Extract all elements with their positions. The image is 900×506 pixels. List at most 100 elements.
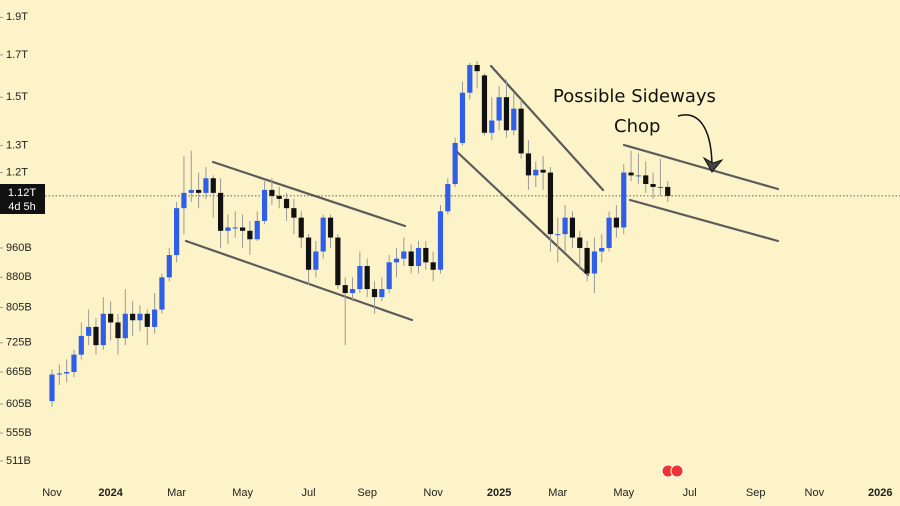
x-tick-label: Nov [423,487,443,499]
candle-body [386,262,392,290]
candle-body [108,313,114,323]
candle-body [159,277,165,310]
candle-body [408,251,414,267]
y-tick-label: 665B [6,366,32,378]
candle-body [137,313,143,321]
candle-body [540,169,546,173]
price-label: 1.12T [8,187,36,199]
candle-body [254,220,260,240]
x-tick-label: Sep [746,487,766,499]
x-tick-label: Jul [302,487,316,499]
candle-body [349,289,356,294]
flag-icon [661,464,684,478]
candle-body [445,184,451,212]
candle-body [320,217,326,252]
candle-body [100,313,106,346]
candle-body [459,92,466,143]
y-tick-label: 725B [6,337,32,349]
x-tick-label: Mar [167,487,186,499]
candle-body [613,217,620,228]
x-tick-label: May [232,487,253,499]
candle-body [196,189,202,193]
trend-line [211,160,407,228]
candle-body [364,266,370,290]
candle-body [518,108,524,154]
candle-body [357,266,363,290]
candle-body [71,354,77,372]
candle-body [577,237,583,248]
y-tick-label: 880B [6,271,32,283]
y-tick-label: 555B [6,427,32,439]
candle-body [269,189,275,196]
candle-body [64,371,70,374]
trend-line [453,148,590,277]
candle-body [261,189,268,221]
candle-body [665,186,671,196]
candle-body [130,313,136,321]
candle-body [657,186,663,188]
candle-body [291,208,297,218]
x-tick-label: 2024 [98,487,123,499]
candle-body [379,289,385,298]
x-tick-label: Sep [357,487,377,499]
arrow-head [702,156,724,173]
countdown: 4d 5h [8,201,36,213]
candle-body [93,326,99,346]
candle-body [86,326,92,336]
candle-body [437,211,444,270]
candle-body [430,262,436,270]
annotation-arrow [677,114,713,169]
candle-body [423,247,429,263]
candle-body [313,251,319,270]
x-tick-label: Jul [683,487,697,499]
candle-body [635,175,641,177]
candle-body [239,227,246,231]
candle-body [174,208,180,256]
candle-body [225,227,231,231]
candle-body [467,64,473,93]
candle-body [525,153,532,176]
candle-body [247,230,253,240]
trend-line [628,198,780,243]
candle-body [298,217,304,238]
candle-body [210,178,216,193]
candle-body [569,217,576,238]
candle-body [166,255,172,278]
candle-body [78,335,84,355]
candle-body [232,227,238,229]
candle-body [584,247,590,274]
candle-body [628,172,634,176]
x-tick-label: 2026 [868,487,892,499]
y-tick-label: 1.7T [6,49,28,61]
candle-body [56,373,62,375]
candle-body [503,97,510,131]
x-tick-label: May [613,487,634,499]
candle-body [643,175,649,185]
candle-body [327,217,334,238]
candle-body [415,247,422,267]
candle-body [188,189,194,193]
candle-body [371,289,378,298]
candle-body [217,192,224,231]
price-label-box [0,184,45,214]
candle-body [305,237,312,270]
candle-body [144,313,150,327]
y-tick-label: 960B [6,242,32,254]
candle-body [562,217,568,235]
candle-body [489,120,495,133]
candle-body [276,195,282,199]
candle-body [533,169,539,176]
candle-body [474,64,480,72]
candle-body [152,309,158,327]
y-tick-label: 1.5T [6,91,28,103]
candle-body [621,172,627,228]
y-tick-label: 1.2T [6,166,28,178]
x-tick-label: Nov [805,487,825,499]
candle-body [650,184,656,187]
candle-body [283,198,290,209]
candle-body [555,234,561,236]
x-tick-label: Mar [548,487,567,499]
x-tick-label: Nov [42,487,62,499]
